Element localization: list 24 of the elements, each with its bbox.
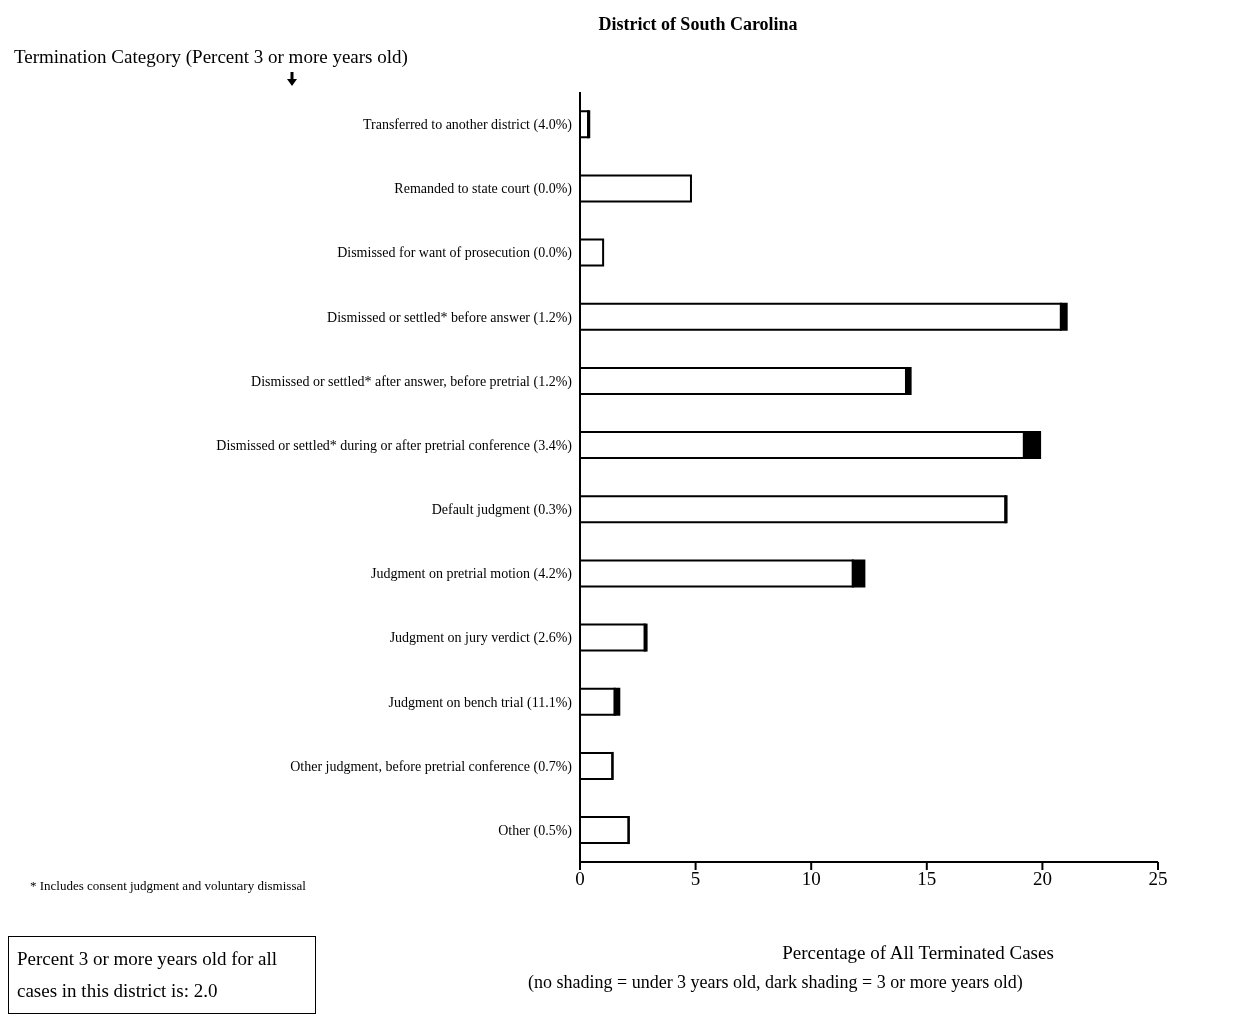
x-tick-label: 0 [575,868,585,890]
x-tick-label: 25 [1148,868,1168,890]
y-tick-label: Dismissed or settled* after answer, before pretrial (1.2%) [251,373,573,390]
y-tick-label: Transferred to another district (4.0%) [362,117,573,134]
x-tick-label: 15 [917,868,937,890]
text: Percent 3 or more years old for all cases in this district is: 2.0 [8,936,316,1014]
y-tick-label: Judgment on bench trial (11.1%) [388,694,573,711]
text: * Includes consent judgment and voluntary dismissal [30,878,306,894]
x-axis-title: Percentage of All Terminated Cases [781,942,1055,964]
y-tick-label: Dismissed or settled* during or after pretrial conference (3.4%) [216,437,573,454]
chart-title: District of South Carolina [597,14,799,35]
y-axis-title: Termination Category (Percent 3 or more years old) [14,46,408,68]
y-tick-label: Dismissed or settled* before answer (1.2%) [327,309,573,326]
x-tick-label: 20 [1032,868,1052,890]
x-tick-label: 10 [801,868,821,890]
x-tick-label: 5 [690,868,701,890]
y-tick-label: Remanded to state court (0.0%) [394,181,573,198]
y-tick-label: Judgment on jury verdict (2.6%) [389,630,573,647]
y-tick-label: Dismissed for want of prosecution (0.0%) [337,245,573,262]
text: (no shading = under 3 years old, dark shading = 3 or more years old) [528,972,1023,993]
y-tick-label: Other (0.5%) [498,822,573,839]
y-tick-label: Judgment on pretrial motion (4.2%) [370,566,573,583]
y-tick-label: Other judgment, before pretrial conference (0.7%) [290,758,573,775]
y-tick-label: Default judgment (0.3%) [431,502,573,519]
